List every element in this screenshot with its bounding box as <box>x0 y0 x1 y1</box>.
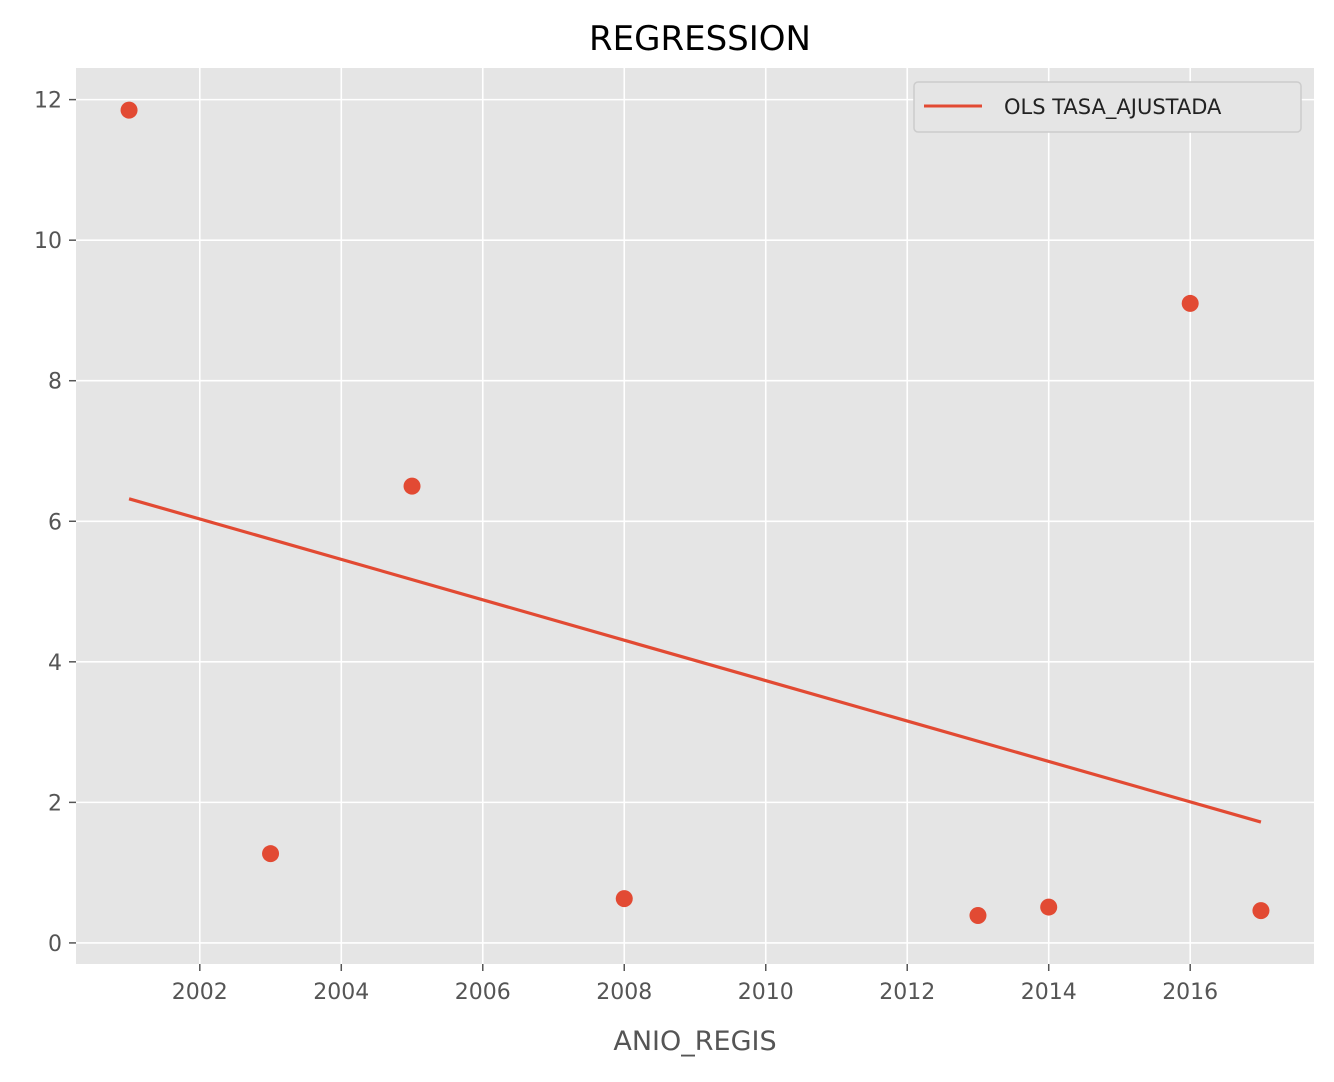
legend-label: OLS TASA_AJUSTADA <box>1004 95 1222 120</box>
scatter-points <box>120 101 1270 925</box>
x-tick-label: 2010 <box>738 980 794 1005</box>
chart-title: REGRESSION <box>589 19 811 59</box>
regression-line <box>128 497 1262 824</box>
x-tick-label: 2016 <box>1162 980 1218 1005</box>
x-tick-label: 2006 <box>455 980 511 1005</box>
x-tick-label: 2014 <box>1021 980 1077 1005</box>
x-axis-ticks: 2002 2004 2006 2008 2010 2012 2014 2016 <box>172 964 1218 1005</box>
scatter-point <box>615 890 633 908</box>
plot-area <box>76 68 1314 964</box>
y-tick-label: 8 <box>48 370 62 395</box>
y-tick-label: 0 <box>48 932 62 957</box>
scatter-point <box>262 845 280 863</box>
y-tick-label: 10 <box>34 229 62 254</box>
x-tick-label: 2012 <box>879 980 935 1005</box>
scatter-point <box>120 101 138 119</box>
y-axis-ticks: 0 2 4 6 8 10 12 <box>34 89 76 957</box>
x-tick-label: 2004 <box>313 980 369 1005</box>
regression-line-layer <box>128 497 1262 824</box>
scatter-point <box>1181 294 1199 312</box>
x-tick-label: 2002 <box>172 980 228 1005</box>
grid-lines <box>76 68 1314 964</box>
scatter-point <box>403 477 421 495</box>
scatter-point <box>969 907 987 925</box>
y-tick-label: 12 <box>34 89 62 114</box>
scatter-point <box>1252 902 1270 920</box>
y-tick-label: 6 <box>48 510 62 535</box>
y-tick-label: 4 <box>48 651 62 676</box>
legend: OLS TASA_AJUSTADA <box>913 81 1302 133</box>
x-tick-label: 2008 <box>596 980 652 1005</box>
legend-box <box>913 81 1302 133</box>
x-axis-label: ANIO_REGIS <box>613 1026 776 1057</box>
scatter-point <box>1040 898 1058 916</box>
y-tick-label: 2 <box>48 791 62 816</box>
